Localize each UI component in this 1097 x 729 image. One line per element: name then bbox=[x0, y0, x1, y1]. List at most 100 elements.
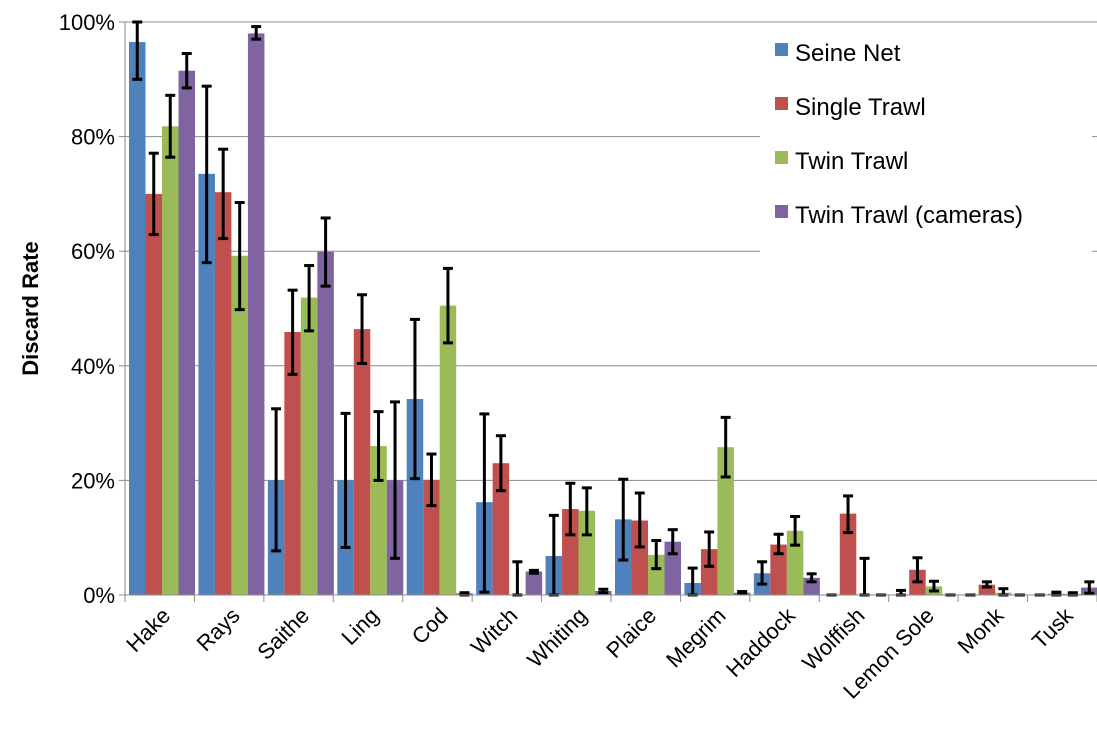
error-bar bbox=[320, 216, 331, 288]
bar bbox=[247, 33, 265, 595]
y-tick-label: 20% bbox=[71, 468, 115, 493]
error-bar bbox=[843, 494, 854, 535]
error-bar bbox=[618, 477, 629, 562]
error-bar bbox=[271, 407, 282, 553]
bar bbox=[231, 255, 248, 595]
error-bar bbox=[201, 84, 212, 265]
y-tick-label: 60% bbox=[71, 239, 115, 264]
x-tick-label: Saithe bbox=[252, 603, 314, 665]
error-bar bbox=[998, 587, 1009, 597]
y-axis-label: Discard Rate bbox=[18, 241, 43, 376]
legend-label: Twin Trawl (cameras) bbox=[795, 202, 1023, 229]
legend-swatch bbox=[775, 43, 788, 56]
bar bbox=[317, 251, 334, 595]
legend: Seine Net Single Trawl Twin Trawl Twin Traw… bbox=[760, 26, 1092, 266]
bar bbox=[770, 544, 787, 595]
bar bbox=[162, 126, 179, 595]
bar bbox=[525, 571, 543, 595]
error-bar bbox=[667, 528, 678, 556]
error-bar bbox=[651, 539, 662, 571]
bar bbox=[717, 447, 734, 595]
error-bar bbox=[304, 264, 315, 333]
x-tick-label: Megrim bbox=[661, 603, 731, 673]
bar bbox=[370, 446, 387, 595]
error-bar bbox=[981, 580, 992, 589]
bar bbox=[198, 173, 215, 595]
bar bbox=[214, 192, 232, 595]
bar bbox=[648, 554, 665, 595]
x-tick-label: Monk bbox=[953, 602, 1009, 658]
y-tick-label: 0% bbox=[83, 583, 115, 608]
error-bar bbox=[895, 588, 906, 597]
error-bar bbox=[859, 556, 870, 597]
bar bbox=[284, 331, 301, 595]
error-bar bbox=[912, 556, 923, 584]
legend-label: Twin Trawl bbox=[795, 148, 908, 175]
error-bar bbox=[757, 560, 768, 586]
x-tick-label: Whiting bbox=[522, 603, 592, 673]
error-bar bbox=[495, 434, 506, 493]
bar bbox=[562, 509, 579, 595]
error-bar bbox=[218, 147, 229, 241]
error-bar bbox=[165, 93, 176, 159]
legend-label: Single Trawl bbox=[795, 94, 926, 121]
bar bbox=[406, 399, 424, 595]
error-bar bbox=[1084, 580, 1095, 595]
x-tick-label: Hake bbox=[121, 603, 175, 657]
bar bbox=[631, 520, 648, 595]
x-tick-label: Plaice bbox=[601, 603, 661, 663]
legend-label: Seine Net bbox=[795, 40, 901, 67]
x-tick-label: Rays bbox=[192, 603, 245, 656]
bar bbox=[578, 510, 596, 595]
error-bar bbox=[390, 400, 401, 560]
error-bar bbox=[720, 415, 731, 479]
error-bar bbox=[234, 200, 245, 312]
error-bar bbox=[598, 587, 609, 595]
error-bar bbox=[340, 411, 351, 549]
error-bar bbox=[634, 491, 645, 549]
bar bbox=[786, 530, 804, 595]
error-bar bbox=[512, 560, 523, 597]
bar bbox=[178, 70, 195, 595]
error-bar bbox=[132, 20, 143, 81]
x-tick-labels: Hake Rays Saithe Ling Cod Witch Whiting Plaice M… bbox=[121, 602, 1078, 703]
y-tick-label: 80% bbox=[71, 125, 115, 150]
error-bar bbox=[251, 25, 262, 41]
error-bar bbox=[181, 52, 192, 90]
error-bar bbox=[565, 481, 576, 537]
error-bar bbox=[773, 532, 784, 556]
y-tick-label: 40% bbox=[71, 354, 115, 379]
error-bar bbox=[790, 514, 801, 547]
error-bar bbox=[479, 412, 490, 594]
bar bbox=[700, 549, 718, 595]
bar bbox=[492, 463, 510, 595]
legend-swatch bbox=[775, 97, 788, 110]
bar-series bbox=[129, 33, 1097, 596]
bar bbox=[439, 305, 457, 595]
error-bar bbox=[442, 266, 453, 345]
legend-swatch bbox=[775, 205, 788, 218]
bar bbox=[978, 584, 996, 595]
error-bar bbox=[409, 317, 420, 481]
bar bbox=[129, 42, 146, 596]
error-bar bbox=[426, 452, 437, 508]
bar bbox=[145, 193, 162, 595]
y-tick-labels: 0% 20% 40% 60% 80% 100% bbox=[59, 10, 115, 608]
error-bar bbox=[528, 568, 539, 575]
bar bbox=[353, 329, 371, 595]
error-bar bbox=[704, 530, 715, 568]
error-bar bbox=[581, 486, 592, 537]
error-bar bbox=[357, 293, 368, 366]
y-tick-label: 100% bbox=[59, 10, 115, 35]
x-tick-label: Ling bbox=[336, 603, 383, 650]
x-tick-label: Cod bbox=[407, 603, 453, 649]
x-tick-label: Haddock bbox=[721, 602, 801, 682]
legend-swatch bbox=[775, 151, 788, 164]
x-tick-label: Tusk bbox=[1027, 602, 1079, 654]
x-tick-label: Witch bbox=[466, 603, 523, 660]
bar bbox=[300, 297, 318, 595]
legend-background bbox=[760, 26, 1092, 266]
error-bar bbox=[737, 590, 748, 596]
error-bar bbox=[806, 572, 817, 584]
